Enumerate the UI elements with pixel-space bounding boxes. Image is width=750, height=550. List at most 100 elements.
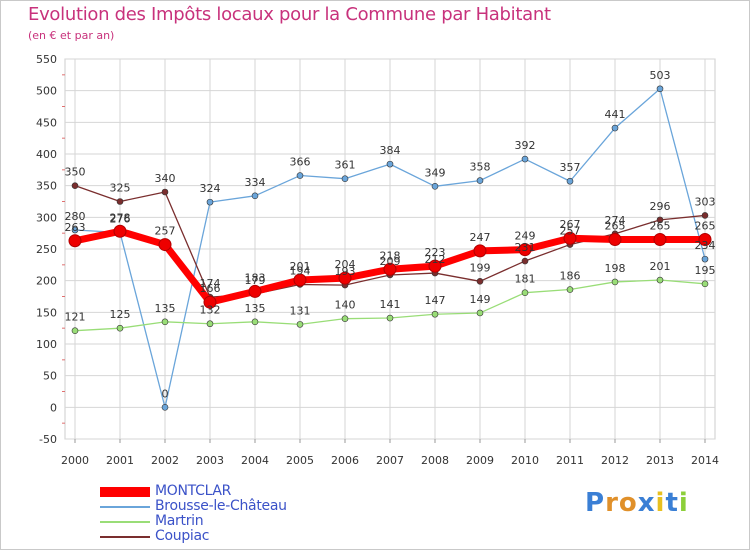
point-montclar — [563, 231, 577, 245]
point-montclar — [293, 273, 307, 287]
y-tick-label: 150 — [36, 306, 57, 319]
point-brousse-le-ch-teau — [566, 177, 574, 185]
logo-letter: t — [665, 488, 679, 518]
data-label-martrin: 141 — [380, 298, 401, 311]
logo-letter: o — [618, 488, 638, 518]
point-martrin — [521, 289, 529, 297]
logo-letter: r — [605, 488, 619, 518]
legend-swatch-brousse — [100, 506, 150, 508]
data-label-coupiac: 257 — [560, 225, 581, 238]
point-coupiac — [521, 257, 529, 265]
x-tick-label: 2014 — [691, 454, 719, 467]
logo-letter: x — [637, 488, 656, 518]
point-martrin — [701, 280, 709, 288]
point-martrin — [251, 318, 259, 326]
data-label-montclar: 183 — [245, 271, 266, 284]
point-martrin — [116, 324, 124, 332]
point-martrin — [476, 309, 484, 317]
data-label-montclar: 267 — [560, 218, 581, 231]
series-layer — [68, 85, 712, 411]
x-tick-label: 2002 — [151, 454, 179, 467]
chart-subtitle: (en € et par an) — [28, 29, 115, 42]
point-brousse-le-ch-teau — [476, 177, 484, 184]
data-label-coupiac: 325 — [110, 182, 131, 195]
data-label-coupiac: 174 — [200, 277, 221, 290]
logo-letter: P — [585, 488, 606, 518]
point-montclar — [383, 262, 397, 276]
point-martrin — [386, 314, 394, 322]
data-label-coupiac: 193 — [335, 265, 356, 278]
legend-label-martrin: Martrin — [155, 513, 204, 529]
point-montclar — [158, 238, 172, 252]
data-label-coupiac: 231 — [515, 241, 536, 254]
data-label-coupiac: 340 — [155, 172, 176, 185]
data-label-coupiac: 296 — [650, 200, 671, 213]
point-brousse-le-ch-teau — [701, 255, 709, 263]
data-label-montclar: 218 — [380, 249, 401, 262]
data-label-coupiac: 303 — [695, 195, 716, 208]
point-brousse-le-ch-teau — [611, 124, 619, 132]
y-tick-label: 50 — [43, 370, 57, 383]
data-label-montclar: 257 — [155, 225, 176, 238]
proxiti-logo: Proxiti — [585, 488, 689, 518]
data-label-martrin: 147 — [425, 294, 446, 307]
data-label-brousse-le-ch-teau: 334 — [245, 176, 266, 189]
data-label-montclar: 204 — [335, 258, 356, 271]
data-label-brousse-le-ch-teau: 280 — [65, 210, 86, 223]
point-montclar — [248, 284, 262, 298]
data-label-brousse-le-ch-teau: 392 — [515, 139, 536, 152]
x-tick-label: 2006 — [331, 454, 359, 467]
data-label-brousse-le-ch-teau: 366 — [290, 156, 311, 169]
data-label-brousse-le-ch-teau: 324 — [200, 182, 221, 195]
data-label-coupiac: 209 — [380, 255, 401, 268]
data-label-martrin: 135 — [155, 302, 176, 315]
x-tick-label: 2009 — [466, 454, 494, 467]
legend-swatch-montclar — [100, 487, 150, 497]
data-label-brousse-le-ch-teau: 384 — [380, 144, 401, 157]
point-montclar — [518, 243, 532, 257]
data-label-montclar: 265 — [695, 220, 716, 233]
x-tick-label: 2004 — [241, 454, 269, 467]
point-brousse-le-ch-teau — [206, 198, 214, 206]
data-label-brousse-le-ch-teau: 234 — [695, 239, 716, 252]
data-label-brousse-le-ch-teau: 441 — [605, 108, 626, 121]
point-brousse-le-ch-teau — [251, 192, 259, 200]
x-tick-label: 2003 — [196, 454, 224, 467]
data-label-martrin: 195 — [695, 264, 716, 277]
point-martrin — [656, 276, 664, 284]
legend-label-montclar: MONTCLAR — [155, 483, 232, 499]
y-tick-label: 500 — [36, 85, 57, 98]
x-tick-label: 2012 — [601, 454, 629, 467]
data-label-martrin: 140 — [335, 299, 356, 312]
data-label-coupiac: 350 — [65, 166, 86, 179]
y-tick-label: 100 — [36, 338, 57, 351]
data-label-brousse-le-ch-teau: 349 — [425, 166, 446, 179]
x-tick-label: 2008 — [421, 454, 449, 467]
chart-title: Evolution des Impôts locaux pour la Comm… — [28, 4, 551, 25]
point-coupiac — [476, 277, 484, 285]
data-label-montclar: 265 — [605, 220, 626, 233]
point-brousse-le-ch-teau — [521, 155, 529, 163]
data-label-coupiac: 212 — [425, 253, 446, 266]
point-coupiac — [71, 182, 79, 189]
x-tick-label: 2013 — [646, 454, 674, 467]
data-label-brousse-le-ch-teau: 276 — [110, 213, 131, 226]
data-label-coupiac: 199 — [470, 261, 491, 274]
point-brousse-le-ch-teau — [341, 175, 349, 182]
legend-swatch-coupiac — [100, 536, 150, 538]
data-label-martrin: 125 — [110, 308, 131, 321]
point-montclar — [473, 244, 487, 258]
point-brousse-le-ch-teau — [656, 85, 664, 93]
data-label-brousse-le-ch-teau: 361 — [335, 159, 356, 172]
y-tick-label: 250 — [36, 243, 57, 256]
data-label-martrin: 201 — [650, 260, 671, 273]
point-martrin — [431, 310, 439, 318]
point-brousse-le-ch-teau — [386, 160, 394, 168]
point-montclar — [428, 259, 442, 273]
data-label-brousse-le-ch-teau: 358 — [470, 161, 491, 174]
data-label-martrin: 181 — [515, 273, 536, 286]
point-montclar — [653, 233, 667, 246]
point-martrin — [161, 318, 169, 326]
point-martrin — [611, 278, 619, 286]
